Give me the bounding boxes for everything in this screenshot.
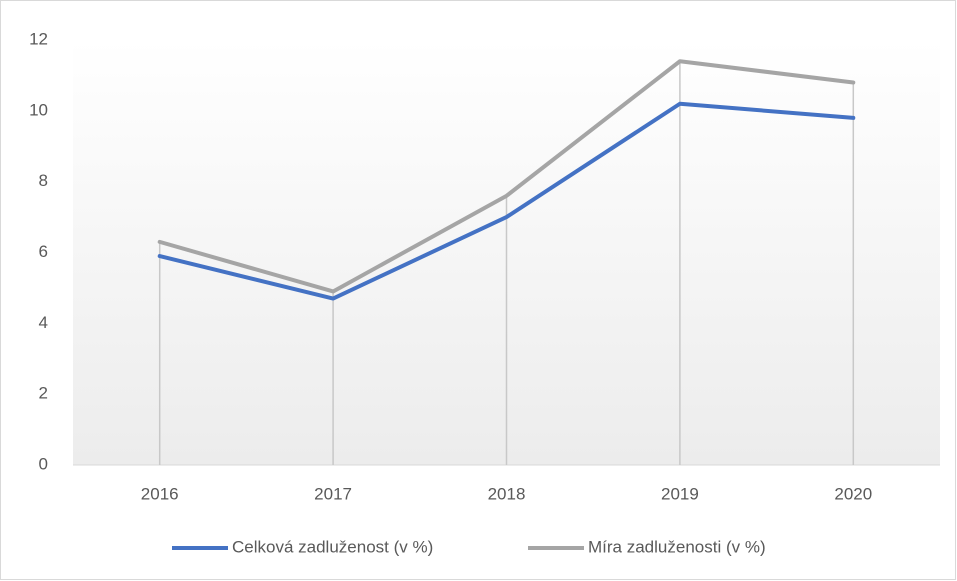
series-line: [157, 101, 856, 301]
y-tick-label: 4: [39, 313, 48, 332]
y-tick-label: 12: [29, 29, 48, 48]
y-tick-label: 0: [39, 454, 48, 473]
series-line: [157, 59, 856, 294]
x-tick-label: 2018: [488, 484, 526, 503]
x-tick-label: 2020: [834, 484, 872, 503]
x-tick-label: 2016: [141, 484, 179, 503]
y-tick-label: 10: [29, 100, 48, 119]
legend-label: Míra zadluženosti (v %): [588, 537, 766, 556]
legend-label: Celková zadluženost (v %): [232, 537, 433, 556]
y-tick-label: 8: [39, 171, 48, 190]
y-tick-label: 6: [39, 242, 48, 261]
y-tick-label: 2: [39, 384, 48, 403]
x-tick-label: 2019: [661, 484, 699, 503]
x-tick-label: 2017: [314, 484, 352, 503]
